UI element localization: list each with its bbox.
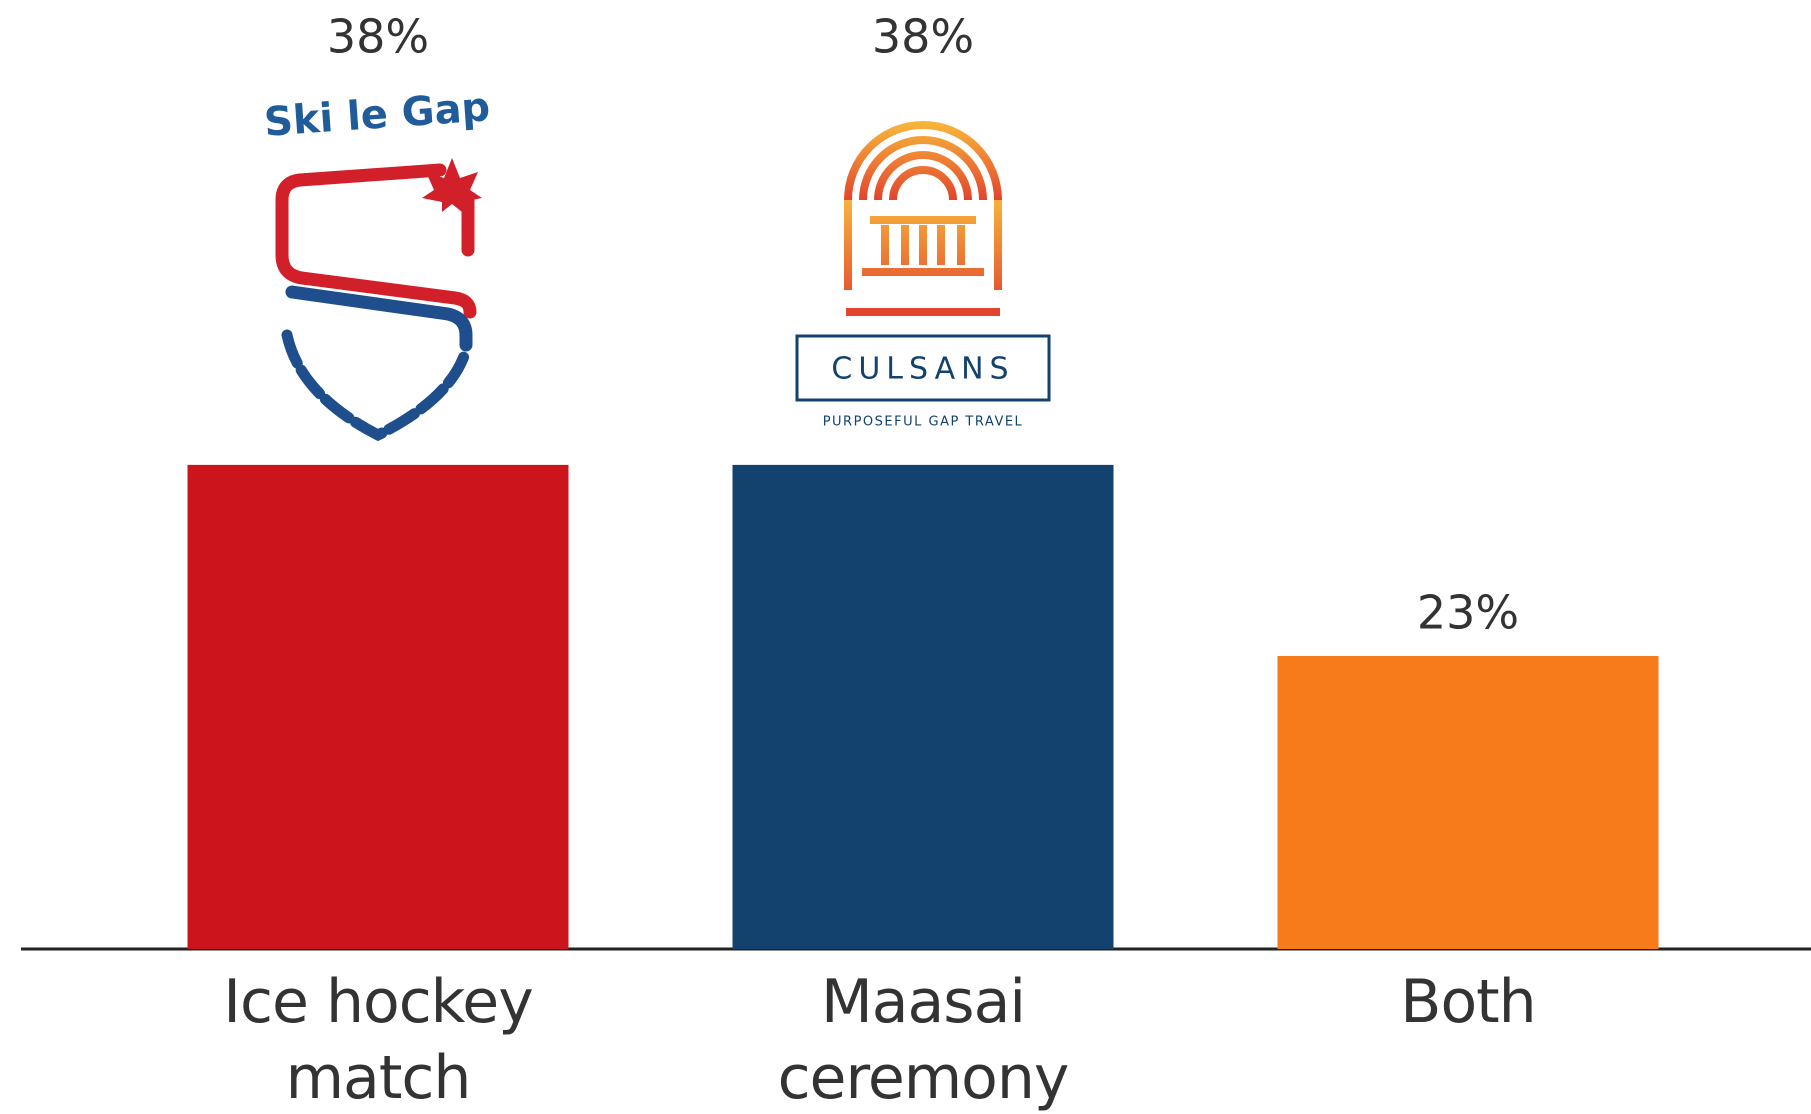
logo-s-blue — [285, 285, 473, 352]
logo-columns — [844, 200, 1002, 316]
x-tick-label: Both — [1400, 967, 1536, 1037]
logo-text: Ski le Gap — [263, 84, 492, 146]
logo-s-red — [275, 163, 477, 319]
logo-box — [795, 334, 1051, 402]
culsans-logo: CULSANS PURPOSEFUL GAP TRAVEL — [795, 121, 1051, 430]
bar — [732, 464, 1114, 949]
value-label: 38% — [872, 9, 974, 63]
logo-leaf — [422, 158, 482, 212]
logo-tagline: PURPOSEFUL GAP TRAVEL — [823, 415, 1024, 430]
x-tick-label: Ice hockey match — [223, 967, 533, 1113]
x-tick-label: Maasai ceremony — [777, 967, 1070, 1113]
logo-arcs — [844, 121, 1002, 201]
logo-shield — [281, 329, 472, 442]
ski-le-gap-logo: Ski le Gap — [263, 84, 492, 442]
value-label: 38% — [327, 9, 429, 63]
bar — [187, 464, 569, 949]
bar — [1277, 655, 1659, 949]
logo-text: CULSANS — [831, 352, 1014, 387]
value-label: 23% — [1417, 585, 1519, 639]
